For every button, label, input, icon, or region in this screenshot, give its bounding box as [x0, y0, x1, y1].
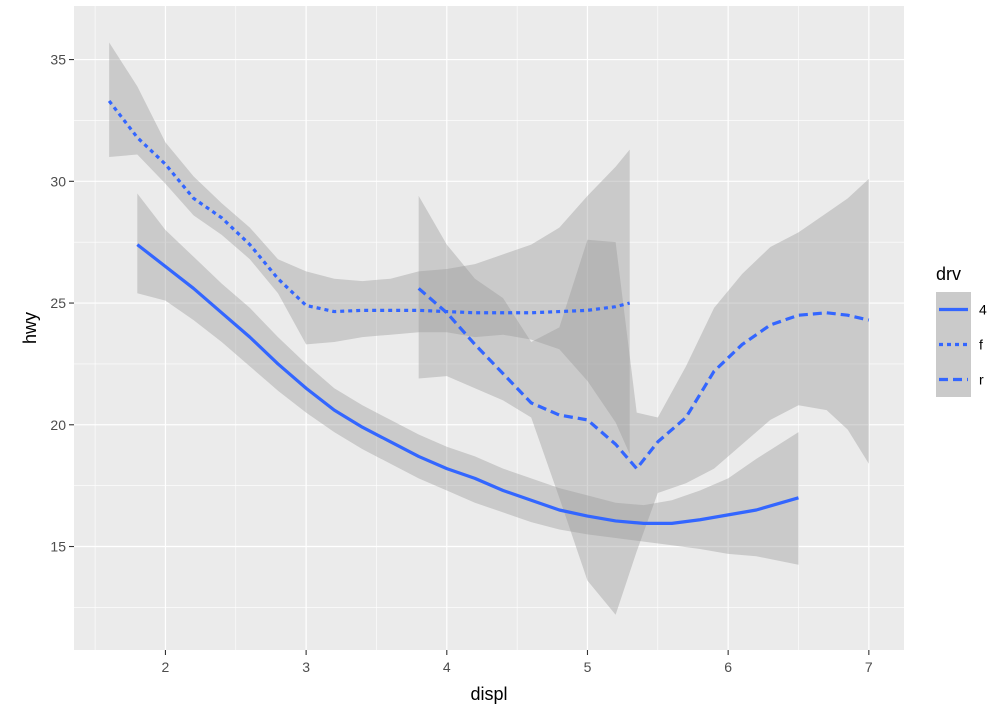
y-tick-label: 20	[50, 417, 66, 433]
legend-label-f: f	[979, 337, 983, 353]
confidence-ribbons	[109, 42, 869, 615]
grid-minor	[74, 6, 904, 650]
x-tick-label: 5	[584, 659, 592, 675]
ribbon-f	[109, 42, 630, 455]
x-tick-label: 6	[724, 659, 732, 675]
ribbon-4	[137, 193, 799, 565]
y-tick-label: 15	[50, 539, 66, 555]
x-tick-label: 2	[162, 659, 170, 675]
legend-title: drv	[936, 264, 961, 284]
x-tick-label: 4	[443, 659, 451, 675]
y-tick-label: 35	[50, 52, 66, 68]
x-axis-title: displ	[470, 684, 507, 704]
y-axis-ticks: 15 20 25 30 35	[50, 52, 74, 555]
y-axis-title: hwy	[20, 312, 40, 344]
ribbon-r	[418, 178, 869, 615]
x-axis-ticks: 2 3 4 5 6 7	[162, 650, 873, 675]
y-tick-label: 30	[50, 173, 66, 189]
x-tick-label: 3	[302, 659, 310, 675]
line-r	[417, 287, 870, 471]
smooth-lines	[107, 99, 870, 525]
legend-label-4: 4	[979, 302, 987, 318]
legend: drv 4 f r	[936, 264, 987, 397]
grid-major	[74, 6, 904, 650]
x-tick-label: 7	[865, 659, 873, 675]
line-4	[136, 243, 799, 525]
legend-label-r: r	[979, 372, 984, 388]
legend-keys: 4 f r	[936, 292, 987, 397]
y-tick-label: 25	[50, 295, 66, 311]
